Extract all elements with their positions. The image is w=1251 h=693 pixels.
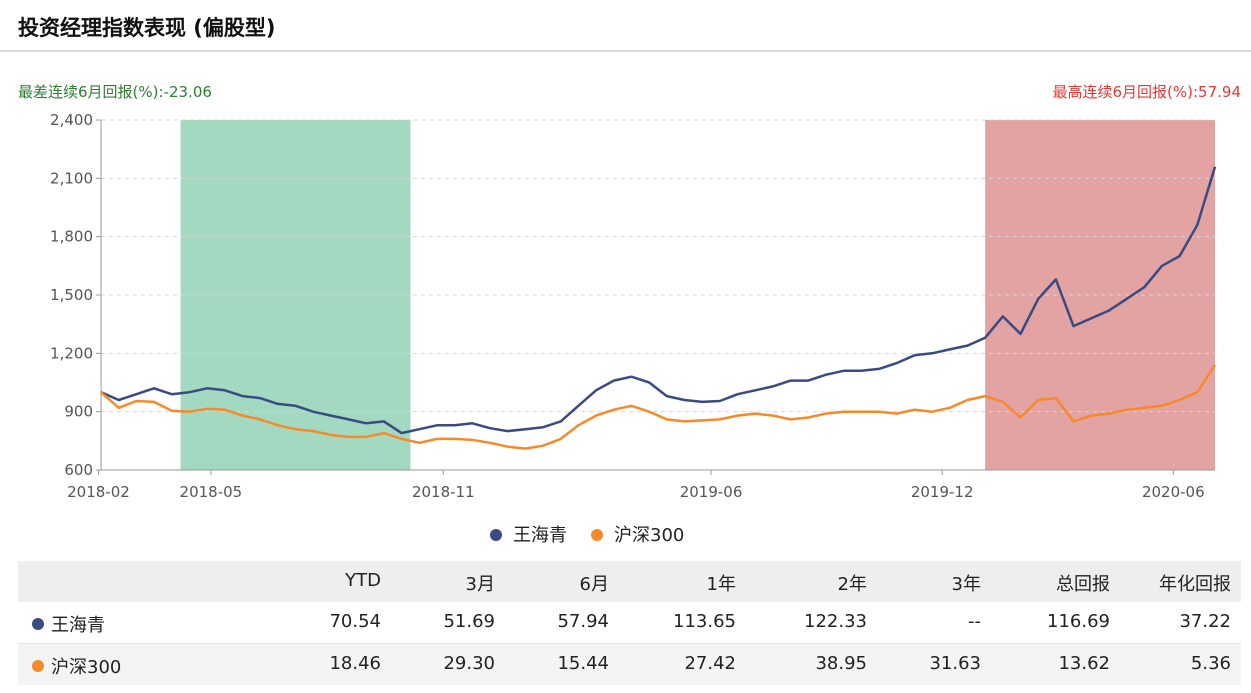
worst-6m-label: 最差连续6月回报(%): [18,83,164,101]
col-header-6m: 6月 [579,574,609,595]
table-header-row: YTD 3月 6月 1年 2年 3年 总回报 年化回报 [18,561,1241,602]
cell-3m: 29.30 [443,653,495,674]
col-header-3y: 3年 [951,574,981,595]
y-tick-label: 1,200 [50,344,93,362]
legend-marker-icon [490,529,502,541]
cell-1y: 113.65 [673,611,736,632]
returns-table: YTD 3月 6月 1年 2年 3年 总回报 年化回报 王海青 70.54 51… [18,561,1241,685]
best-6m-label: 最高连续6月回报(%): [1052,83,1199,101]
row-label: 沪深300 [51,657,122,678]
col-header-annualized: 年化回报 [1159,574,1231,595]
row-name: 王海青 [32,611,105,637]
col-header-3m: 3月 [465,574,495,595]
performance-chart: 600 900 1,200 1,500 1,800 2,100 2,400 2018-02 20… [50,111,1217,546]
row-name: 沪深300 [32,653,121,679]
worst-6m-value: -23.06 [163,83,212,101]
cell-total: 13.62 [1058,653,1110,674]
col-header-1y: 1年 [706,574,736,595]
x-tick-label: 2019-06 [680,483,743,501]
x-tick-label: 2018-02 [67,483,130,501]
best-6m-value: 57.94 [1198,83,1241,101]
legend-label: 王海青 [513,525,567,546]
y-tick-label: 1,500 [50,286,93,304]
cell-2y: 38.95 [815,653,867,674]
y-tick-label: 900 [64,403,93,421]
table-row: 王海青 70.54 51.69 57.94 113.65 122.33 -- 1… [18,602,1241,644]
worst-6m-return: 最差连续6月回报(%):-23.06 [18,81,212,102]
best-6m-return: 最高连续6月回报(%):57.94 [1052,81,1241,102]
series-dot-icon [32,660,44,672]
cell-3m: 51.69 [443,611,495,632]
cell-total: 116.69 [1047,611,1110,632]
cell-1y: 27.42 [684,653,736,674]
page-title: 投资经理指数表现 (偏股型) [18,16,276,40]
cell-6m: 15.44 [557,653,609,674]
col-header-2y: 2年 [837,574,867,595]
manager-series-line [100,166,1217,435]
x-tick-label: 2018-05 [180,483,243,501]
series-dot-icon [32,618,44,630]
page-header: 投资经理指数表现 (偏股型) [0,0,1251,52]
cell-ytd: 70.54 [329,611,381,632]
legend-marker-icon [591,529,603,541]
y-tick-label: 2,400 [50,111,93,129]
cell-ytd: 18.46 [329,653,381,674]
x-tick-label: 2020-06 [1142,483,1205,501]
col-header-ytd: YTD [345,570,381,591]
cell-6m: 57.94 [557,611,609,632]
table-row: 沪深300 18.46 29.30 15.44 27.42 38.95 31.6… [18,644,1241,685]
legend-label: 沪深300 [614,525,684,546]
cell-annualized: 37.22 [1179,611,1231,632]
cell-3y: 31.63 [929,653,981,674]
x-tick-label: 2019-12 [911,483,974,501]
cell-2y: 122.33 [804,611,867,632]
row-label: 王海青 [51,615,105,636]
y-tick-label: 2,100 [50,169,93,187]
cell-annualized: 5.36 [1190,653,1231,674]
index-series-line [100,364,1217,450]
y-tick-label: 600 [64,461,93,479]
x-tick-label: 2018-11 [412,483,475,501]
col-header-total: 总回报 [1056,574,1110,595]
y-tick-label: 1,800 [50,228,93,246]
cell-3y: -- [968,611,981,632]
